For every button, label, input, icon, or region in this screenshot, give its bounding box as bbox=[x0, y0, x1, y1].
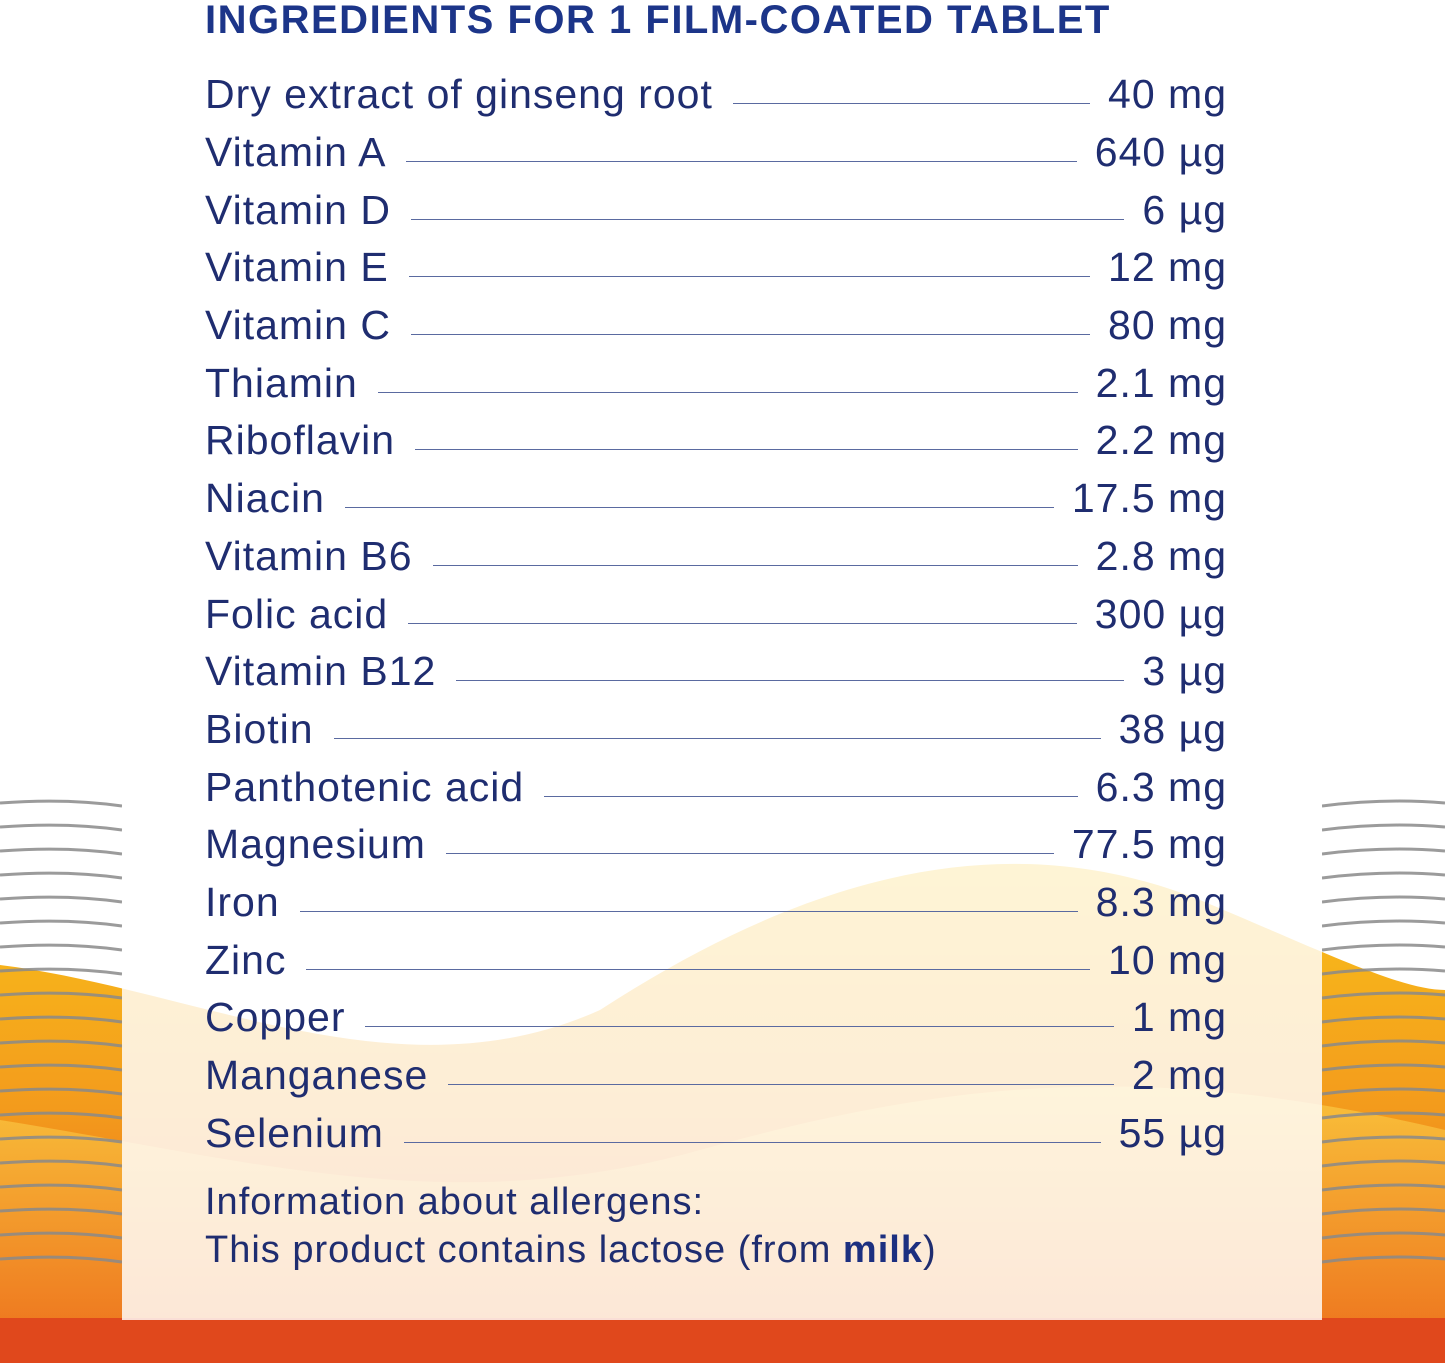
ingredient-amount: 8.3 mg bbox=[1095, 878, 1227, 925]
ingredient-row: Panthotenic acid 6.3 mg bbox=[205, 758, 1227, 816]
ingredient-row: Vitamin D 6 µg bbox=[205, 181, 1227, 239]
ingredient-row: Copper 1 mg bbox=[205, 989, 1227, 1047]
ingredient-amount: 80 mg bbox=[1108, 302, 1227, 349]
allergen-info: Information about allergens: This produc… bbox=[205, 1178, 937, 1274]
ingredient-name: Dry extract of ginseng root bbox=[205, 71, 713, 118]
leader-line bbox=[732, 103, 1091, 105]
ingredient-amount: 55 µg bbox=[1118, 1109, 1227, 1156]
allergen-bold: milk bbox=[842, 1229, 923, 1271]
ingredient-amount: 3 µg bbox=[1142, 648, 1227, 695]
ingredient-amount: 6 µg bbox=[1142, 186, 1227, 233]
ingredient-amount: 12 mg bbox=[1108, 244, 1227, 291]
ingredient-name: Iron bbox=[205, 878, 280, 925]
ingredient-name: Magnesium bbox=[205, 821, 426, 868]
title: INGREDIENTS FOR 1 FILM-COATED TABLET bbox=[205, 0, 1111, 42]
ingredient-amount: 2 mg bbox=[1131, 1052, 1227, 1099]
ingredient-name: Niacin bbox=[205, 475, 325, 522]
ingredient-row: Iron 8.3 mg bbox=[205, 874, 1227, 932]
ingredient-row: Vitamin B12 3 µg bbox=[205, 643, 1227, 701]
ingredient-name: Panthotenic acid bbox=[205, 763, 525, 810]
ingredient-name: Selenium bbox=[205, 1109, 384, 1156]
ingredient-row: Thiamin 2.1 mg bbox=[205, 354, 1227, 412]
allergen-end: ) bbox=[922, 1229, 937, 1271]
ingredient-amount: 640 µg bbox=[1094, 129, 1227, 176]
ingredient-row: Vitamin A 640 µg bbox=[205, 124, 1227, 182]
ingredient-name: Vitamin A bbox=[205, 129, 387, 176]
allergen-heading: Information about allergens: bbox=[205, 1181, 705, 1223]
ingredient-row: Folic acid 300 µg bbox=[205, 585, 1227, 643]
ingredient-amount: 17.5 mg bbox=[1071, 475, 1227, 522]
ingredient-row: Vitamin E 12 mg bbox=[205, 239, 1227, 297]
ingredient-row: Vitamin B6 2.8 mg bbox=[205, 528, 1227, 586]
leader-line bbox=[448, 1084, 1114, 1086]
ingredient-name: Folic acid bbox=[205, 590, 389, 637]
ingredient-name: Vitamin B12 bbox=[205, 648, 437, 695]
ingredient-amount: 300 µg bbox=[1094, 590, 1227, 637]
ingredient-amount: 2.2 mg bbox=[1095, 417, 1227, 464]
ingredient-row: Dry extract of ginseng root 40 mg bbox=[205, 66, 1227, 124]
leader-line bbox=[408, 276, 1091, 278]
ingredient-name: Vitamin E bbox=[205, 244, 389, 291]
leader-line bbox=[410, 218, 1125, 220]
ingredient-row: Niacin 17.5 mg bbox=[205, 470, 1227, 528]
ingredient-amount: 2.1 mg bbox=[1095, 359, 1227, 406]
ingredient-amount: 40 mg bbox=[1108, 71, 1227, 118]
ingredient-row: Manganese 2 mg bbox=[205, 1047, 1227, 1105]
leader-line bbox=[306, 968, 1091, 970]
ingredient-amount: 38 µg bbox=[1118, 705, 1227, 752]
ingredient-name: Vitamin C bbox=[205, 302, 391, 349]
leader-line bbox=[365, 1026, 1114, 1028]
leader-line bbox=[333, 737, 1101, 739]
ingredient-row: Zinc 10 mg bbox=[205, 931, 1227, 989]
leader-line bbox=[377, 391, 1078, 393]
ingredient-name: Copper bbox=[205, 994, 346, 1041]
leader-line bbox=[415, 449, 1078, 451]
leader-line bbox=[410, 334, 1091, 336]
ingredient-name: Riboflavin bbox=[205, 417, 396, 464]
leader-line bbox=[544, 795, 1078, 797]
ingredient-name: Zinc bbox=[205, 936, 287, 983]
ingredient-row: Vitamin C 80 mg bbox=[205, 297, 1227, 355]
leader-line bbox=[344, 507, 1054, 509]
ingredient-amount: 10 mg bbox=[1108, 936, 1227, 983]
leader-line bbox=[456, 680, 1125, 682]
leader-line bbox=[403, 1141, 1101, 1143]
leader-line bbox=[432, 564, 1078, 566]
ingredient-amount: 77.5 mg bbox=[1071, 821, 1227, 868]
ingredient-name: Manganese bbox=[205, 1052, 429, 1099]
ingredient-name: Vitamin B6 bbox=[205, 532, 413, 579]
ingredient-name: Biotin bbox=[205, 705, 314, 752]
leader-line bbox=[408, 622, 1077, 624]
ingredient-row: Magnesium 77.5 mg bbox=[205, 816, 1227, 874]
ingredient-list: Dry extract of ginseng root 40 mg Vitamin … bbox=[205, 66, 1227, 1162]
allergen-text: This product contains lactose (from bbox=[205, 1229, 843, 1271]
ingredient-row: Selenium 55 µg bbox=[205, 1104, 1227, 1162]
ingredient-amount: 6.3 mg bbox=[1095, 763, 1227, 810]
ingredient-row: Biotin 38 µg bbox=[205, 701, 1227, 759]
text-panel bbox=[122, 0, 1322, 1320]
leader-line bbox=[445, 853, 1054, 855]
ingredient-amount: 2.8 mg bbox=[1095, 532, 1227, 579]
ingredient-name: Vitamin D bbox=[205, 186, 391, 233]
allergen-line: This product contains lactose (from milk… bbox=[205, 1226, 937, 1274]
leader-line bbox=[406, 161, 1077, 163]
ingredient-amount: 1 mg bbox=[1131, 994, 1227, 1041]
ingredient-name: Thiamin bbox=[205, 359, 358, 406]
leader-line bbox=[299, 910, 1078, 912]
ingredient-row: Riboflavin 2.2 mg bbox=[205, 412, 1227, 470]
